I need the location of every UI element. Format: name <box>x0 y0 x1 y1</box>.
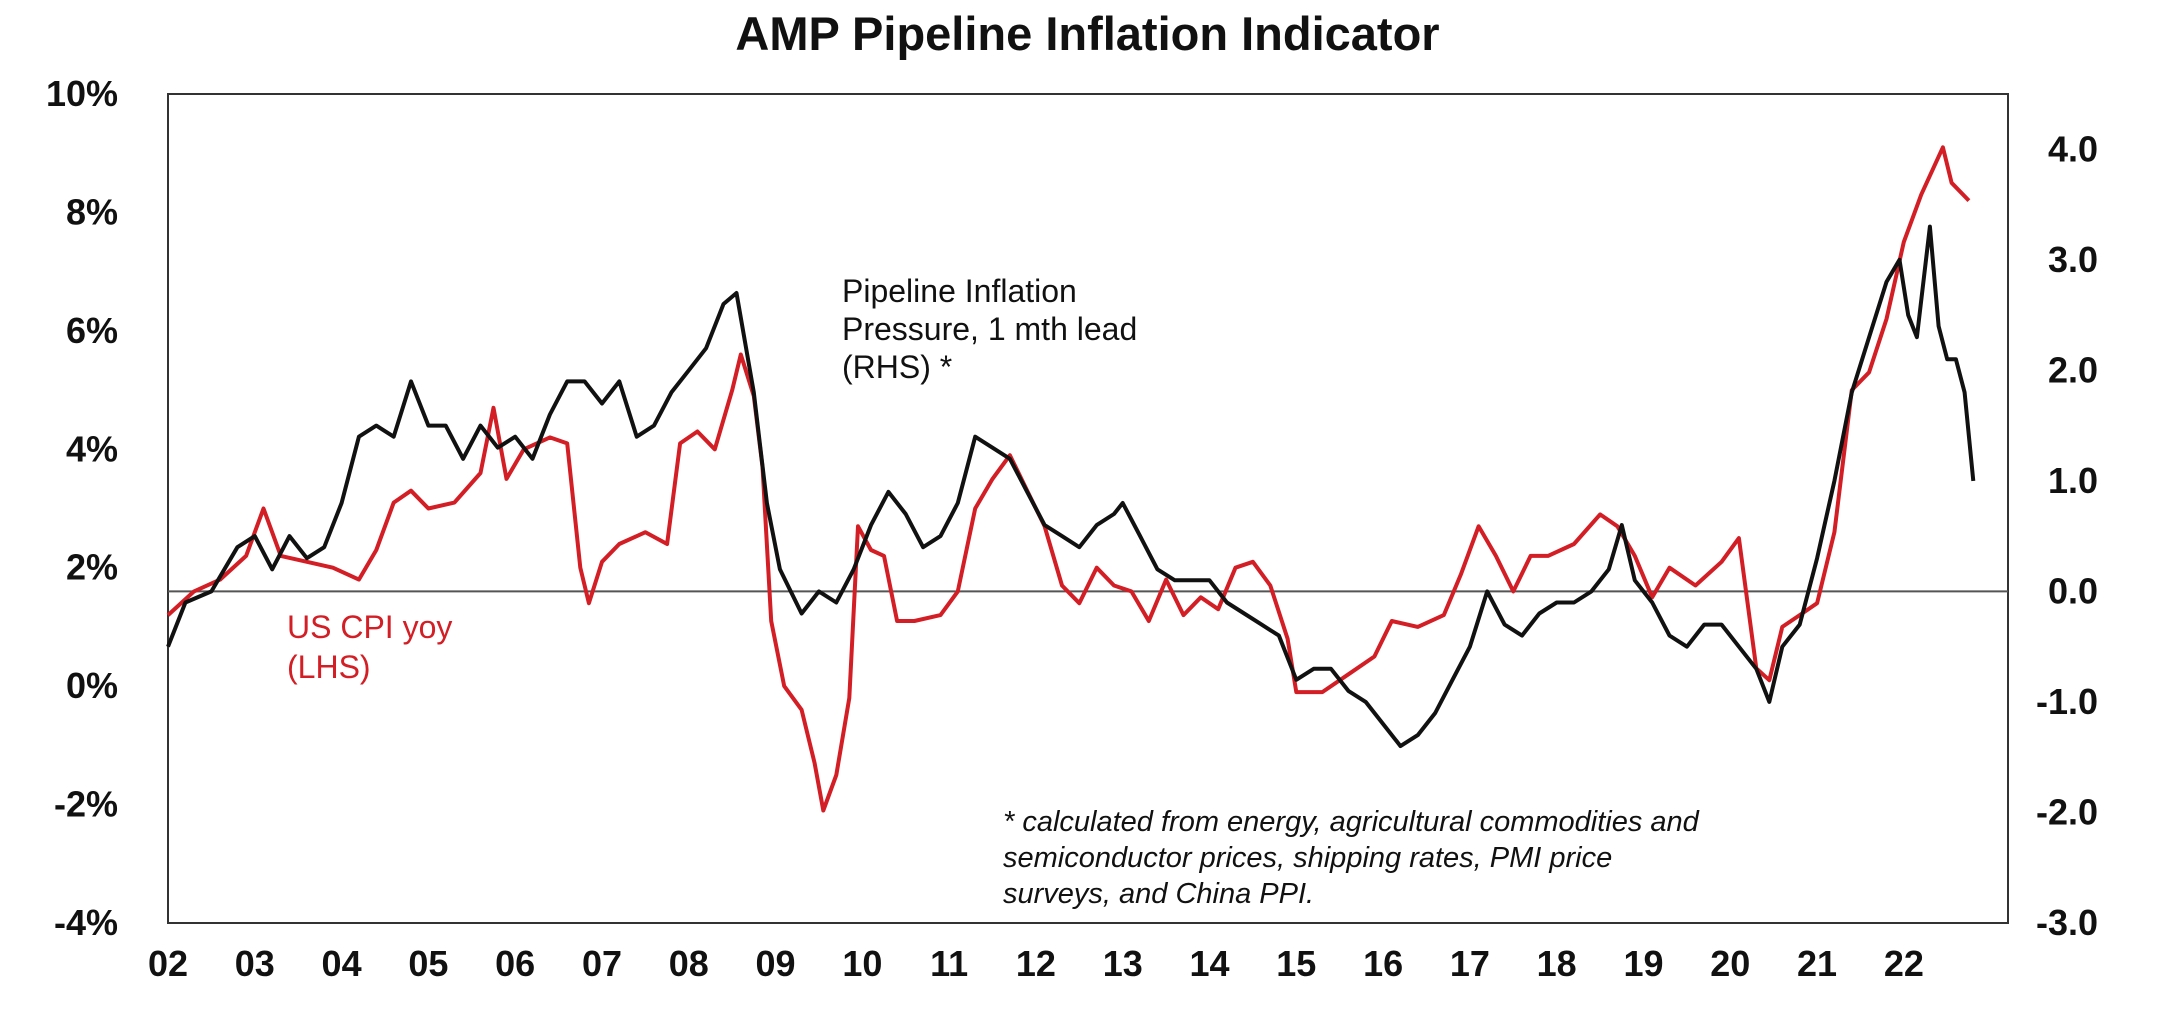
y-right-tick-label: 1.0 <box>2048 460 2098 501</box>
x-tick-label: 05 <box>408 943 448 984</box>
x-tick-label: 14 <box>1189 943 1229 984</box>
x-tick-label: 21 <box>1797 943 1837 984</box>
plot-frame <box>167 93 2009 924</box>
y-left-tick-label: 10% <box>46 73 118 114</box>
x-tick-label: 17 <box>1450 943 1490 984</box>
y-right-tick-label: -3.0 <box>2036 902 2098 943</box>
x-tick-label: 04 <box>322 943 362 984</box>
x-tick-label: 03 <box>235 943 275 984</box>
y-left-tick-label: 4% <box>66 428 118 469</box>
x-tick-label: 09 <box>756 943 796 984</box>
x-tick-label: 19 <box>1623 943 1663 984</box>
footnote-line: semiconductor prices, shipping rates, PM… <box>1003 842 1612 874</box>
x-tick-label: 11 <box>930 943 968 984</box>
x-tick-label: 22 <box>1884 943 1924 984</box>
x-tick-label: 13 <box>1103 943 1143 984</box>
x-tick-label: 10 <box>842 943 882 984</box>
y-right-tick-label: -1.0 <box>2036 681 2098 722</box>
x-tick-label: 12 <box>1016 943 1056 984</box>
y-right-tick-label: 0.0 <box>2048 570 2098 611</box>
y-left-tick-label: -4% <box>54 902 118 943</box>
pipeline-inflation-label: Pipeline Inflation <box>842 273 1077 309</box>
y-right-tick-label: 2.0 <box>2048 349 2098 390</box>
y-left-tick-label: 6% <box>66 310 118 351</box>
y-left-tick-label: 8% <box>66 191 118 232</box>
y-left-tick-label: -2% <box>54 784 118 825</box>
y-right-tick-label: -2.0 <box>2036 791 2098 832</box>
x-tick-label: 06 <box>495 943 535 984</box>
footnote-line: surveys, and China PPI. <box>1003 878 1314 910</box>
x-tick-label: 07 <box>582 943 622 984</box>
chart-title: AMP Pipeline Inflation Indicator <box>735 7 1440 60</box>
pipeline-inflation-label: (RHS) * <box>842 349 952 385</box>
x-tick-label: 20 <box>1710 943 1750 984</box>
us-cpi-line <box>166 145 1971 813</box>
us-cpi-label: (LHS) <box>287 649 371 685</box>
us-cpi-label: US CPI yoy <box>287 609 452 645</box>
footnote-line: * calculated from energy, agricultural c… <box>1003 806 1700 838</box>
x-tick-label: 08 <box>669 943 709 984</box>
pipeline-inflation-line <box>166 224 1976 749</box>
y-right-tick-label: 3.0 <box>2048 239 2098 280</box>
x-tick-label: 02 <box>148 943 188 984</box>
x-tick-label: 16 <box>1363 943 1403 984</box>
pipeline-inflation-label: Pressure, 1 mth lead <box>842 311 1137 347</box>
y-left-tick-label: 0% <box>66 665 118 706</box>
x-tick-label: 18 <box>1537 943 1577 984</box>
y-left-tick-label: 2% <box>66 547 118 588</box>
y-right-tick-label: 4.0 <box>2048 128 2098 169</box>
x-tick-label: 15 <box>1276 943 1316 984</box>
